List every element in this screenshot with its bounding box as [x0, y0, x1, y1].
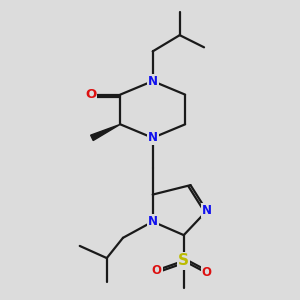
Text: N: N: [148, 215, 158, 228]
Text: N: N: [148, 131, 158, 144]
Polygon shape: [91, 124, 120, 140]
Text: S: S: [178, 253, 189, 268]
Text: N: N: [148, 75, 158, 88]
Text: N: N: [202, 204, 212, 217]
Text: O: O: [152, 264, 162, 277]
Text: O: O: [202, 266, 212, 279]
Text: O: O: [85, 88, 96, 101]
